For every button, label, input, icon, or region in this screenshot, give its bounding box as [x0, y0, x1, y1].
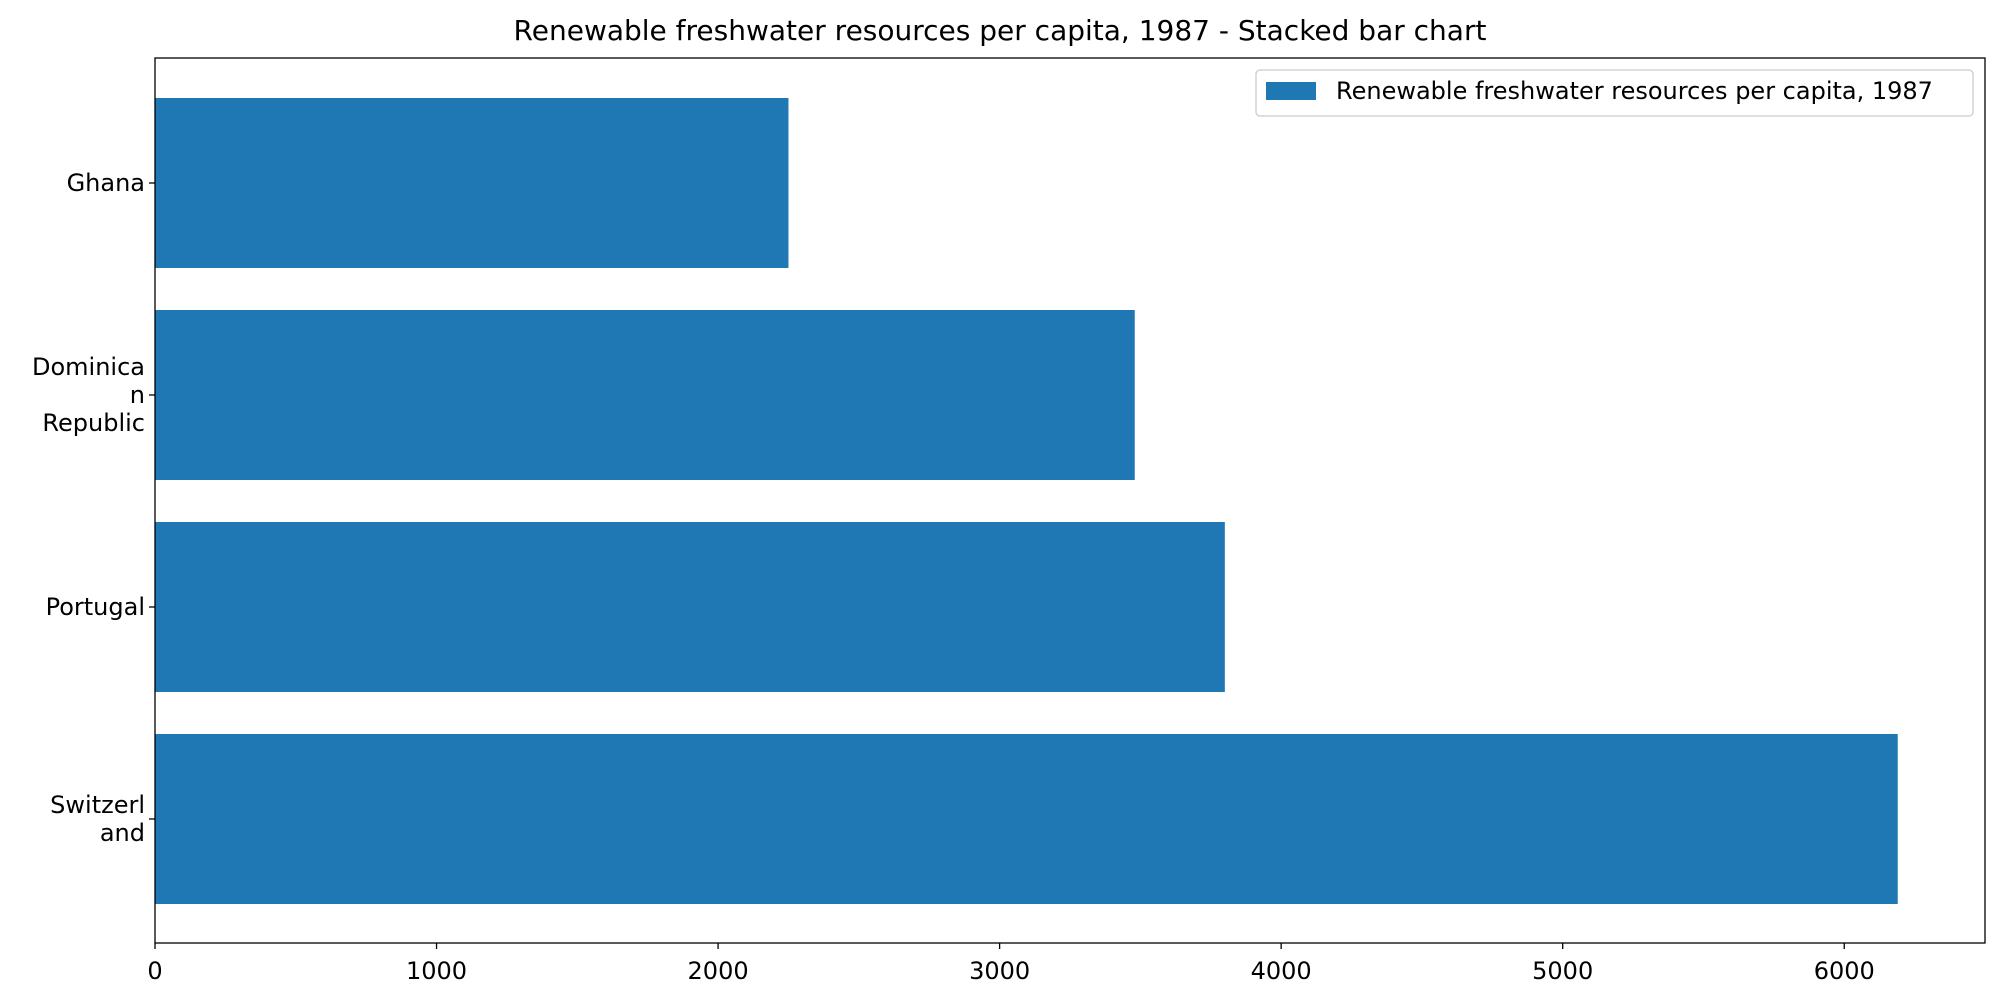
x-tick-label: 2000	[688, 957, 749, 985]
y-axis: Ghana Dominica n Republic Portugal Switzerl an…	[32, 169, 155, 847]
bars-group	[155, 98, 1898, 904]
y-tick-label: Switzerl and	[50, 791, 145, 847]
y-tick-label: Dominica n Republic	[32, 353, 145, 437]
y-tick-label: Ghana	[67, 169, 145, 197]
legend-label: Renewable freshwater resources per capit…	[1336, 77, 1933, 105]
x-tick-label: 4000	[1251, 957, 1312, 985]
x-tick-label: 3000	[969, 957, 1030, 985]
x-axis: 0 1000 2000 3000 4000 5000 6000	[147, 943, 1875, 985]
plot-frame	[154, 57, 1986, 944]
legend-swatch	[1266, 82, 1316, 100]
bar-portugal	[155, 522, 1225, 692]
x-tick-label: 6000	[1814, 957, 1875, 985]
chart-title: Renewable freshwater resources per capit…	[514, 14, 1487, 47]
bar-dominican-republic	[155, 310, 1135, 480]
x-tick-label: 5000	[1532, 957, 1593, 985]
bar-ghana	[155, 98, 789, 268]
legend-box	[1255, 69, 1974, 117]
x-tick-label: 0	[147, 957, 162, 985]
bar-switzerland	[155, 734, 1898, 904]
legend: Renewable freshwater resources per capit…	[1255, 69, 1974, 117]
y-tick-label: Portugal	[46, 593, 145, 621]
x-tick-label: 1000	[406, 957, 467, 985]
